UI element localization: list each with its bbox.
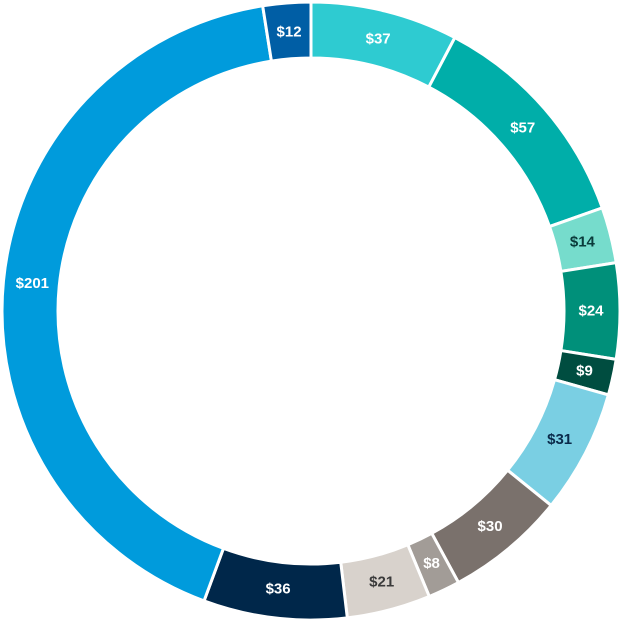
slice-label-1: $57 <box>510 119 535 136</box>
slice-label-2: $14 <box>570 234 596 251</box>
slice-label-3: $24 <box>578 303 604 320</box>
slice-label-10: $201 <box>16 275 49 292</box>
slice-label-0: $37 <box>366 31 391 48</box>
slice-label-11: $12 <box>277 23 302 40</box>
slice-labels: $37 $57 $14 $24 $9 $31 $30 $8 $21 $36 $201 $12 <box>16 23 605 597</box>
slice-label-9: $36 <box>266 581 291 598</box>
slice-label-8: $21 <box>369 573 394 590</box>
slice-10 <box>0 4 274 603</box>
slice-label-5: $31 <box>547 431 572 448</box>
slice-label-6: $30 <box>478 518 503 535</box>
slice-label-4: $9 <box>576 363 593 380</box>
slice-label-7: $8 <box>423 555 440 572</box>
slice-11 <box>260 0 313 63</box>
